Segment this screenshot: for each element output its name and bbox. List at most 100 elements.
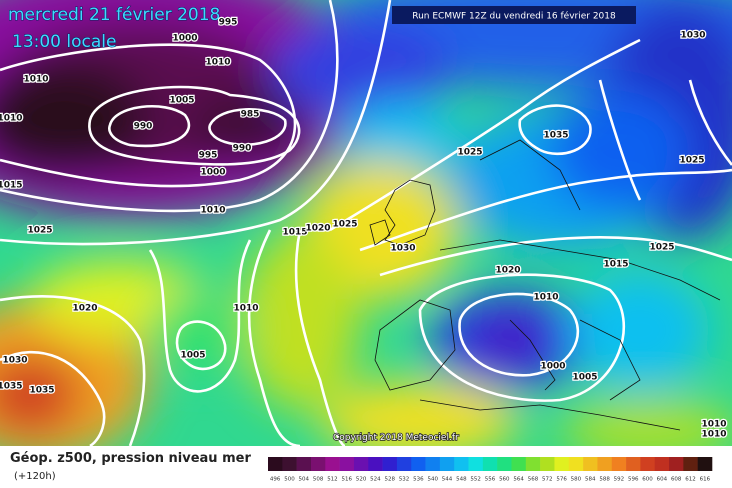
colorbar-swatch [282, 457, 297, 471]
title-time: 13:00 locale [12, 32, 116, 52]
isobar-labels: 9951000101010101010100599098599099510001… [0, 16, 728, 441]
colorbar-swatch [411, 457, 426, 471]
colorbar-swatch [454, 457, 469, 471]
colorbar-label: 580 [571, 477, 582, 483]
colorbar-swatch [368, 457, 383, 471]
isobar-label: 1005 [572, 373, 597, 383]
colorbar-label: 540 [427, 477, 438, 483]
isobar-label: 995 [219, 18, 238, 28]
isobar-label: 1035 [29, 386, 54, 396]
colorbar-label: 584 [585, 477, 596, 483]
colorbar-label: 544 [442, 477, 453, 483]
colorbar-label: 548 [456, 477, 467, 483]
colorbar-label: 496 [270, 477, 281, 483]
run-info: Run ECMWF 12Z du vendredi 16 février 201… [412, 11, 616, 22]
colorbar-label: 564 [513, 477, 524, 483]
isobar-label: 1025 [679, 156, 704, 166]
colorbar-label: 532 [399, 477, 410, 483]
isobar-label: 1005 [169, 96, 194, 106]
title-date: mercredi 21 février 2018 [8, 5, 220, 25]
colorbar-swatch [310, 457, 326, 471]
isobar-label: 1000 [540, 362, 565, 372]
field [0, 0, 732, 446]
colorbar-swatch [583, 457, 598, 471]
colorbar-swatch [296, 457, 312, 471]
isobar-label: 1010 [701, 420, 726, 430]
colorbar-swatch [611, 457, 627, 471]
colorbar-label: 576 [556, 477, 567, 483]
colorbar-swatch [697, 457, 713, 471]
isobar-label: 995 [199, 151, 218, 161]
isobar-label: 1025 [649, 243, 674, 253]
colorbar-label: 552 [470, 477, 481, 483]
copyright: Copyright 2018 Meteociel.fr [333, 433, 459, 443]
colorbar-swatch [268, 457, 283, 471]
colorbar-swatch [482, 457, 498, 471]
colorbar-swatch [597, 457, 613, 471]
isobar-label: 1025 [332, 220, 357, 230]
colorbar-label: 568 [528, 477, 539, 483]
isobar-label: 1010 [200, 206, 225, 216]
colorbar-label: 524 [370, 477, 381, 483]
colorbar-label: 556 [485, 477, 496, 483]
isobar-label: 1035 [543, 131, 568, 141]
isobar-label: 1010 [205, 58, 230, 68]
colorbar-label: 592 [614, 477, 625, 483]
legend-lead: (+120h) [14, 471, 56, 482]
isobar-label: 1015 [282, 228, 307, 238]
colorbar-swatch [325, 457, 340, 471]
isobars [0, 0, 732, 446]
colorbar-label: 588 [599, 477, 610, 483]
isobar-label: 1030 [680, 31, 705, 41]
colorbar-swatch [626, 457, 641, 471]
colorbar-label: 516 [342, 477, 353, 483]
colorbar-label: 608 [671, 477, 682, 483]
colorbar-swatch [640, 457, 656, 471]
colorbar-swatch [439, 457, 455, 471]
isobar-label: 1030 [2, 356, 27, 366]
colorbar-swatch [353, 457, 369, 471]
isobar-label: 1000 [172, 34, 197, 44]
colorbar-swatch [525, 457, 541, 471]
colorbar-label: 572 [542, 477, 553, 483]
isobar-label: 1020 [72, 304, 97, 314]
isobar-label: 1010 [0, 114, 23, 124]
colorbar-swatch [497, 457, 512, 471]
colorbar-swatch [540, 457, 555, 471]
colorbar-label: 500 [284, 477, 295, 483]
isobar-label: 1020 [305, 224, 330, 234]
isobar-label: 1025 [457, 148, 482, 158]
legend-title: Géop. z500, pression niveau mer [10, 451, 251, 466]
colorbar-swatch [468, 457, 484, 471]
isobar-label: 1005 [180, 351, 205, 361]
isobar-label: 1030 [390, 244, 415, 254]
isobar-label: 1015 [0, 181, 23, 191]
colorbar-swatch [669, 457, 684, 471]
isobar-label: 990 [134, 122, 153, 132]
colorbar-swatch [683, 457, 698, 471]
colorbar-swatch [382, 457, 398, 471]
colorbar-label: 596 [628, 477, 639, 483]
colorbar-swatch [654, 457, 670, 471]
isobar-label: 1010 [23, 75, 48, 85]
isobar-label: 1025 [27, 226, 52, 236]
colorbar-label: 528 [384, 477, 395, 483]
coastlines [369, 139, 721, 431]
run-info-box [392, 6, 636, 24]
colorbar-label: 504 [299, 477, 310, 483]
colorbar-label: 536 [413, 477, 424, 483]
isobar-label: 1000 [200, 168, 225, 178]
colorbar-label: 508 [313, 477, 324, 483]
colorbar-label: 520 [356, 477, 367, 483]
isobar-label: 1015 [603, 260, 628, 270]
isobar-label: 1035 [0, 382, 23, 392]
isobar-label: 1010 [233, 304, 258, 314]
colorbar-swatch [425, 457, 441, 471]
colorbar-swatch [554, 457, 570, 471]
colorbar-swatch [339, 457, 355, 471]
colorbar-label: 560 [499, 477, 510, 483]
isobar-label: 1010 [533, 293, 558, 303]
isobar-label: 1020 [495, 266, 520, 276]
